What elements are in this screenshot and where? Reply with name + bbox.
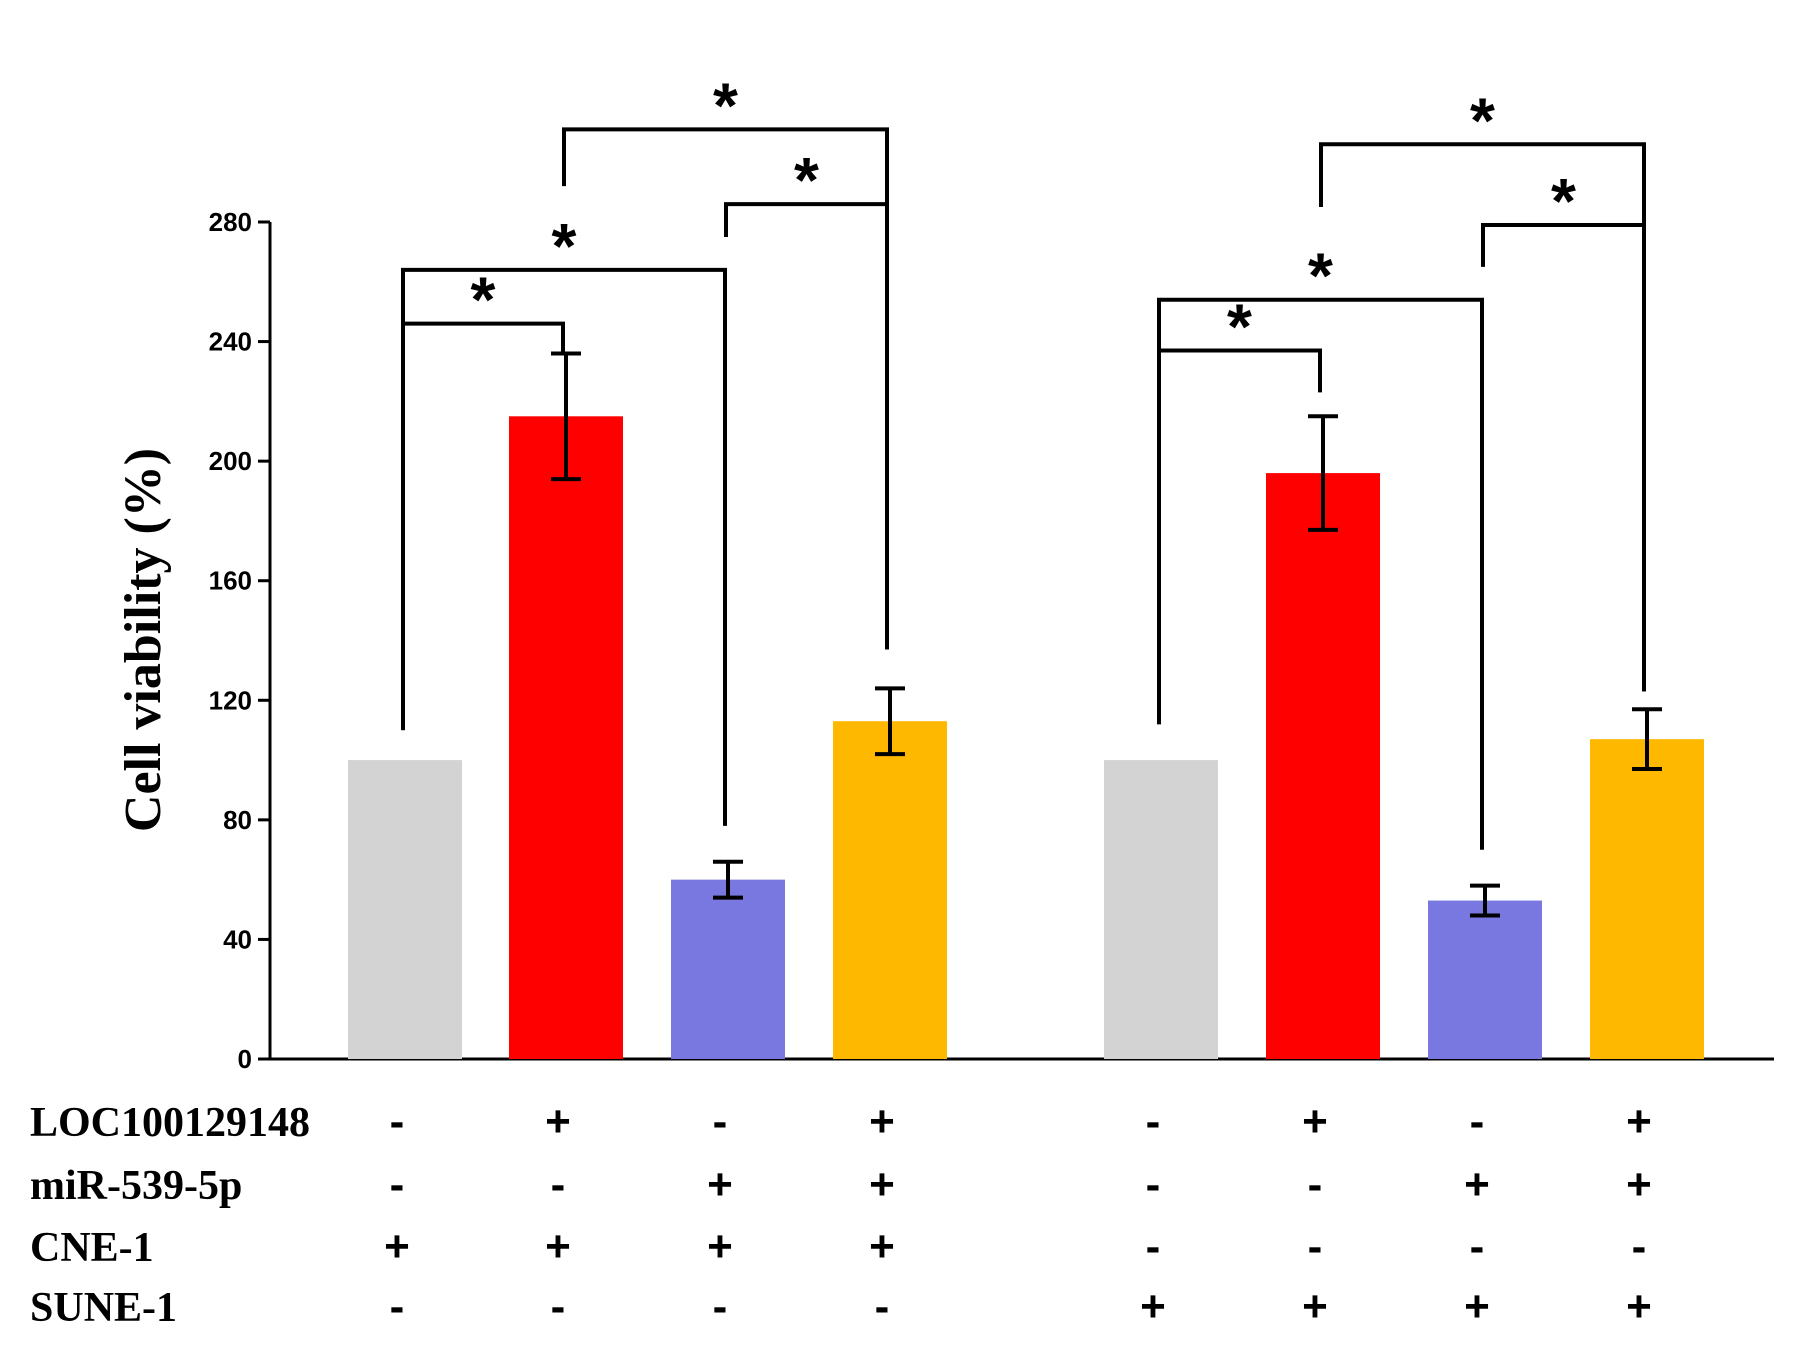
condition-sign: -: [390, 1160, 405, 1209]
significance-brackets: * * * * * * * *: [401, 69, 1646, 850]
significance-bracket: [1319, 142, 1646, 692]
condition-row-label: miR-539-5p: [30, 1163, 242, 1209]
condition-sign: +: [869, 1160, 895, 1209]
y-tick-label: 120: [209, 685, 252, 715]
axes: [268, 222, 1774, 1061]
condition-sign: -: [390, 1282, 405, 1331]
condition-sign: +: [1302, 1097, 1328, 1146]
bar: [1590, 739, 1704, 1059]
condition-sign: -: [1146, 1097, 1161, 1146]
significance-star: *: [471, 264, 496, 336]
y-axis-label: Cell viability (%): [115, 448, 172, 832]
y-tick-label: 80: [223, 805, 252, 835]
condition-sign: -: [1470, 1222, 1485, 1271]
condition-sign: -: [1308, 1160, 1323, 1209]
condition-sign: -: [390, 1097, 405, 1146]
condition-sign: -: [1470, 1097, 1485, 1146]
bar: [833, 721, 947, 1059]
condition-sign: +: [1626, 1097, 1652, 1146]
significance-bracket: [1157, 297, 1484, 850]
significance-bracket: [562, 127, 889, 650]
condition-sign: +: [384, 1222, 410, 1271]
bar: [1266, 473, 1380, 1060]
condition-sign: +: [1464, 1282, 1490, 1331]
significance-star: *: [1551, 165, 1576, 237]
significance-bracket: [401, 267, 727, 826]
condition-sign: -: [713, 1282, 728, 1331]
significance-star: *: [552, 210, 577, 282]
bars: [348, 416, 1704, 1060]
y-tick-label: 240: [209, 327, 252, 357]
bar: [509, 416, 623, 1059]
condition-sign: +: [707, 1160, 733, 1209]
condition-sign: -: [1146, 1160, 1161, 1209]
y-tick-label: 160: [209, 566, 252, 596]
bar: [1104, 760, 1218, 1059]
y-tick-label: 0: [238, 1044, 252, 1074]
condition-sign: +: [1464, 1160, 1490, 1209]
condition-sign: +: [545, 1097, 571, 1146]
condition-sign: +: [869, 1097, 895, 1146]
condition-sign: -: [875, 1282, 890, 1331]
y-tick-label: 40: [223, 924, 252, 954]
significance-bracket: [724, 202, 889, 650]
bar: [671, 879, 785, 1059]
condition-row-label: SUNE-1: [30, 1285, 177, 1331]
significance-bracket: [1481, 222, 1646, 692]
condition-sign: +: [545, 1222, 571, 1271]
significance-star: *: [713, 69, 738, 141]
condition-sign: -: [551, 1160, 566, 1209]
condition-row-label: LOC100129148: [30, 1100, 310, 1146]
condition-sign: -: [551, 1282, 566, 1331]
condition-sign: +: [1626, 1160, 1652, 1209]
condition-sign: +: [869, 1222, 895, 1271]
condition-row-label: CNE-1: [30, 1225, 154, 1271]
significance-star: *: [1308, 240, 1333, 312]
condition-sign: -: [713, 1097, 728, 1146]
condition-table: LOC100129148 - + - + - + - + miR-539-5p - - + + - - + + CN…: [30, 1097, 1652, 1331]
condition-sign: +: [707, 1222, 733, 1271]
bar: [348, 760, 462, 1059]
condition-sign: -: [1632, 1222, 1647, 1271]
condition-sign: +: [1302, 1282, 1328, 1331]
significance-star: *: [1227, 291, 1252, 363]
condition-sign: +: [1140, 1282, 1166, 1331]
y-tick-label: 200: [209, 446, 252, 476]
condition-sign: -: [1146, 1222, 1161, 1271]
condition-sign: +: [1626, 1282, 1652, 1331]
y-ticks: 0 40 80 120 160 200 240 280: [209, 207, 270, 1074]
y-tick-label: 280: [209, 207, 252, 237]
significance-star: *: [794, 144, 819, 216]
bar: [1428, 900, 1542, 1059]
significance-star: *: [1470, 84, 1495, 156]
error-bars: [551, 351, 1662, 918]
condition-sign: -: [1308, 1222, 1323, 1271]
